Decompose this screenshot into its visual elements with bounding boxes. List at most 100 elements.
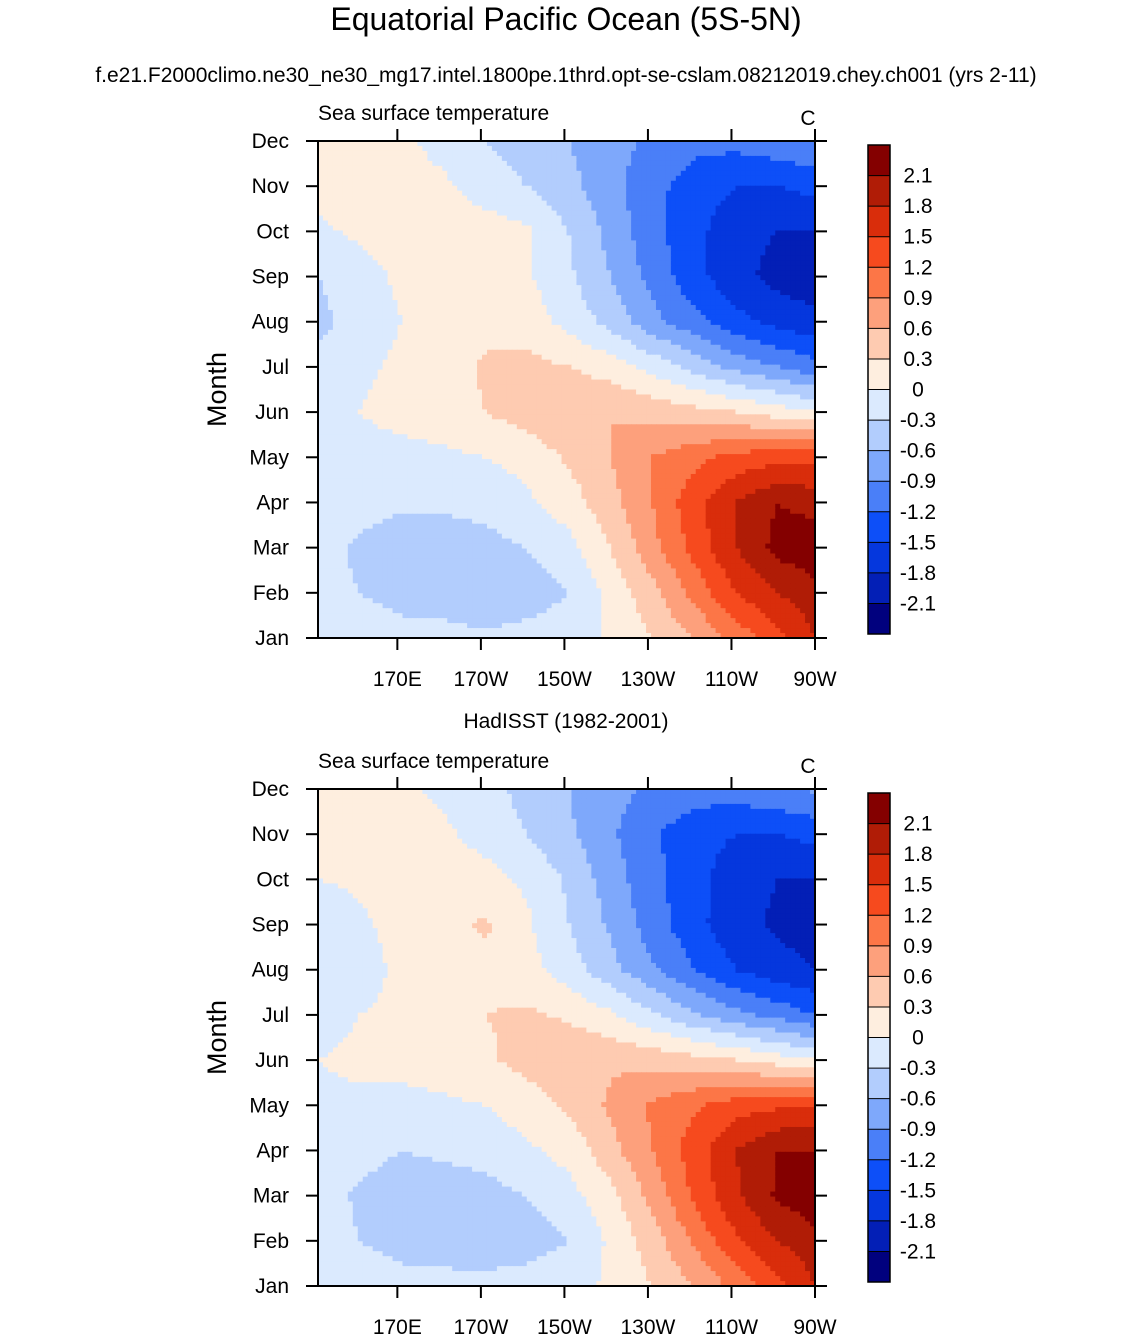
field-cell — [631, 275, 637, 281]
field-cell — [730, 275, 737, 281]
field-cell — [536, 359, 543, 366]
field-cell — [715, 275, 722, 281]
field-cell — [506, 165, 513, 172]
field-cell — [581, 215, 587, 222]
field-cell — [506, 265, 513, 271]
field-cell — [536, 155, 543, 162]
field-cell — [675, 210, 682, 217]
field-cell — [417, 180, 423, 187]
field-cell — [432, 245, 438, 251]
field-cell — [646, 280, 652, 286]
field-cell — [775, 235, 781, 241]
field-cell — [660, 210, 667, 217]
field-cell — [566, 319, 573, 326]
field-cell — [621, 210, 627, 217]
field-cell — [810, 250, 816, 256]
field-cell — [486, 364, 493, 371]
field-cell — [511, 145, 518, 152]
field-cell — [715, 220, 722, 227]
field-cell — [650, 190, 657, 197]
field-cell — [526, 230, 533, 237]
field-cell — [372, 230, 379, 237]
field-cell — [805, 170, 811, 177]
field-cell — [447, 150, 453, 157]
field-cell — [650, 141, 657, 147]
field-cell — [576, 175, 583, 182]
field-cell — [397, 145, 404, 152]
field-cell — [760, 195, 766, 202]
field-cell — [447, 329, 453, 336]
field-cell — [695, 285, 702, 291]
field-cell — [342, 245, 349, 251]
field-cell — [337, 190, 344, 197]
field-cell — [725, 210, 732, 217]
field-cell — [318, 359, 324, 366]
field-cell — [735, 379, 742, 386]
field-cell — [472, 364, 478, 371]
field-cell — [650, 215, 657, 222]
field-cell — [670, 295, 677, 301]
field-cell — [392, 319, 399, 326]
field-cell — [536, 374, 543, 381]
field-cell — [636, 379, 642, 386]
field-cell — [660, 319, 667, 326]
field-cell — [377, 225, 384, 232]
field-cell — [665, 145, 672, 152]
field-cell — [332, 200, 339, 207]
field-cell — [362, 295, 369, 301]
field-cell — [372, 215, 379, 222]
field-cell — [611, 309, 617, 316]
field-cell — [556, 175, 563, 182]
field-cell — [437, 170, 443, 177]
field-cell — [631, 195, 637, 202]
field-cell — [482, 319, 488, 326]
field-cell — [710, 170, 717, 177]
field-cell — [616, 165, 622, 172]
field-cell — [318, 329, 324, 336]
field-cell — [318, 185, 324, 192]
field-cell — [342, 265, 349, 271]
field-cell — [531, 225, 538, 232]
field-cell — [516, 369, 523, 376]
field-cell — [621, 309, 627, 316]
field-cell — [452, 369, 458, 376]
field-cell — [626, 170, 632, 177]
field-cell — [715, 170, 722, 177]
field-cell — [496, 225, 503, 232]
field-cell — [392, 349, 399, 356]
field-cell — [387, 141, 394, 147]
field-cell — [417, 250, 423, 256]
field-cell — [695, 369, 702, 376]
field-cell — [462, 359, 468, 366]
field-cell — [407, 205, 414, 212]
field-cell — [750, 205, 756, 212]
field-cell — [387, 285, 394, 291]
field-cell — [526, 384, 533, 391]
field-cell — [735, 309, 742, 316]
field-cell — [452, 354, 458, 361]
field-cell — [740, 314, 747, 321]
field-cell — [318, 379, 324, 386]
field-cell — [810, 210, 816, 217]
field-cell — [491, 250, 498, 256]
field-cell — [616, 245, 622, 251]
field-cell — [695, 141, 702, 147]
field-cell — [690, 319, 697, 326]
field-cell — [800, 160, 806, 167]
field-cell — [486, 195, 493, 202]
field-cell — [397, 305, 404, 311]
field-cell — [790, 220, 796, 227]
field-cell — [596, 344, 602, 351]
field-cell — [367, 369, 374, 376]
field-cell — [382, 225, 389, 232]
field-cell — [452, 339, 458, 346]
field-cell — [447, 170, 453, 177]
field-cell — [576, 295, 583, 301]
field-cell — [700, 364, 707, 371]
field-cell — [626, 354, 632, 361]
field-cell — [755, 275, 761, 281]
field-cell — [472, 280, 478, 286]
field-cell — [437, 245, 443, 251]
field-cell — [467, 145, 473, 152]
field-cell — [730, 285, 737, 291]
